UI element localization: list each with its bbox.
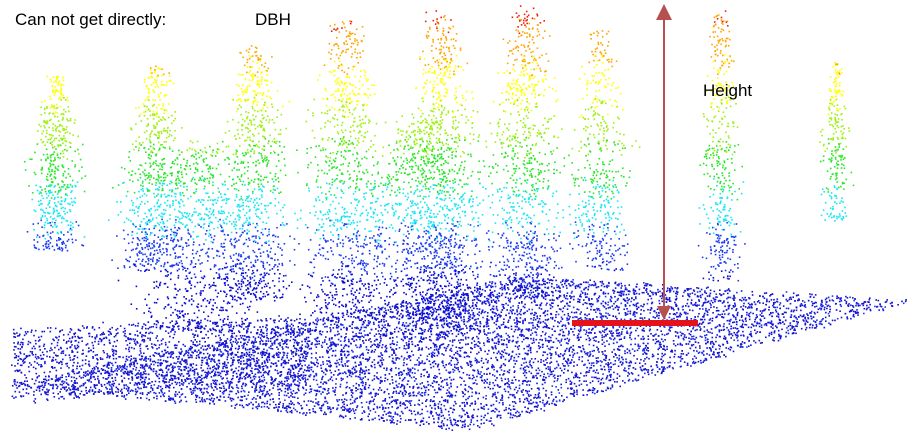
dbh-label: DBH bbox=[255, 10, 291, 29]
ground-points bbox=[11, 276, 907, 431]
cannot-get-directly-label: Can not get directly: bbox=[15, 10, 167, 29]
height-arrow-head-bottom bbox=[657, 306, 671, 320]
canopy-points bbox=[24, 5, 855, 342]
dbh-bar bbox=[572, 320, 698, 326]
height-arrow-head-top bbox=[656, 4, 672, 20]
height-label: Height bbox=[703, 81, 753, 100]
